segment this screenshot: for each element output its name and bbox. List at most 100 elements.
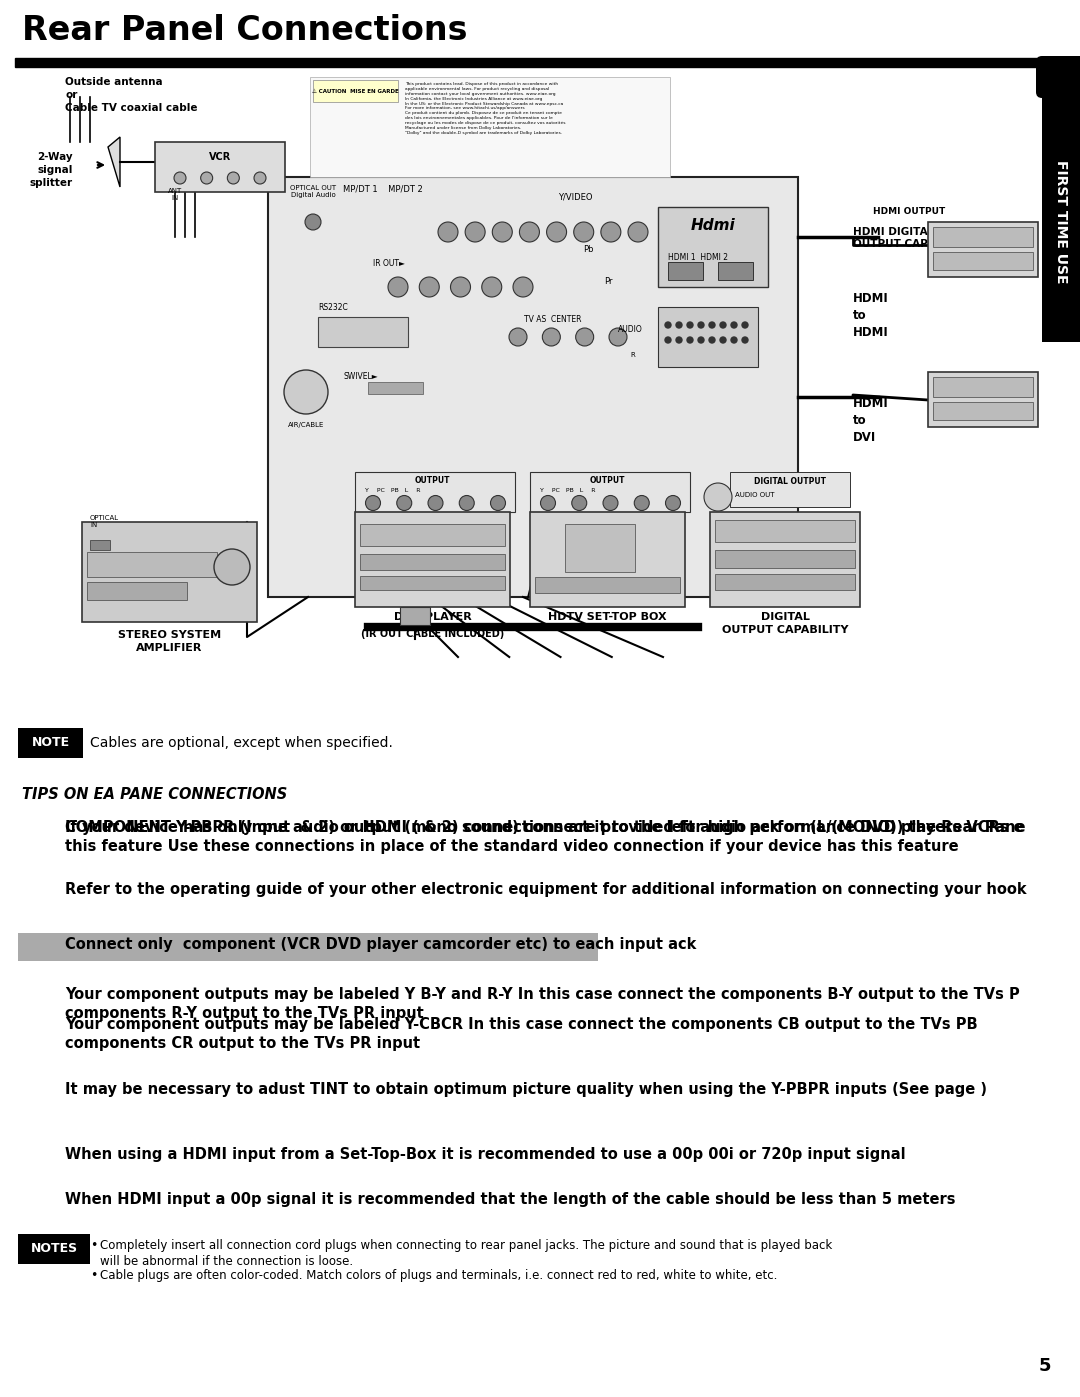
Circle shape: [687, 321, 693, 328]
Circle shape: [676, 337, 681, 344]
Bar: [928, 222, 1038, 277]
Circle shape: [742, 337, 748, 344]
Bar: [318, 317, 408, 346]
Circle shape: [519, 222, 539, 242]
Circle shape: [609, 328, 627, 346]
Bar: [933, 402, 1032, 420]
Bar: [15, 59, 1040, 67]
Text: AIR/CABLE: AIR/CABLE: [287, 422, 324, 427]
Text: Outside antenna
or
Cable TV coaxial cable: Outside antenna or Cable TV coaxial cabl…: [65, 77, 198, 113]
Circle shape: [546, 222, 567, 242]
Text: Your component outputs may be labeled Y B-Y and R-Y In this case connect the com: Your component outputs may be labeled Y …: [65, 988, 1020, 1021]
Text: When using a HDMI input from a Set-Top-Box it is recommended to use a 00p 00i or: When using a HDMI input from a Set-Top-B…: [65, 1147, 906, 1162]
Text: OUTPUT: OUTPUT: [590, 476, 625, 485]
Text: R: R: [631, 352, 635, 358]
Bar: [82, 522, 257, 622]
Circle shape: [482, 277, 502, 298]
Bar: [355, 511, 510, 608]
Bar: [535, 577, 680, 592]
Text: MP/DT 1    MP/DT 2: MP/DT 1 MP/DT 2: [343, 184, 423, 194]
Text: Hdmi: Hdmi: [690, 218, 735, 232]
Text: 2-Way
signal
splitter: 2-Way signal splitter: [30, 152, 73, 189]
Text: When HDMI input a 00p signal it is recommended that the length of the cable shou: When HDMI input a 00p signal it is recom…: [65, 1192, 956, 1207]
Bar: [313, 80, 399, 102]
Bar: [90, 541, 110, 550]
Circle shape: [201, 172, 213, 184]
Circle shape: [419, 277, 440, 298]
Text: Connect only  component (VCR DVD player camcorder etc) to each input ack: Connect only component (VCR DVD player c…: [65, 937, 697, 951]
Circle shape: [227, 172, 240, 184]
Text: DVD PLAYER: DVD PLAYER: [393, 612, 471, 622]
Text: Rear Panel Connections: Rear Panel Connections: [22, 14, 468, 47]
Circle shape: [576, 328, 594, 346]
Circle shape: [509, 328, 527, 346]
Bar: [933, 251, 1032, 270]
Bar: [730, 472, 850, 507]
Text: IR OUT►: IR OUT►: [373, 258, 405, 268]
Circle shape: [573, 222, 594, 242]
Bar: [360, 576, 505, 590]
Circle shape: [388, 277, 408, 298]
Text: 5: 5: [1039, 1356, 1051, 1375]
Bar: [710, 511, 860, 608]
Text: Refer to the operating guide of your other electronic equipment for additional i: Refer to the operating guide of your oth…: [65, 882, 1027, 897]
Circle shape: [627, 222, 648, 242]
Circle shape: [704, 483, 732, 511]
Text: Pb: Pb: [583, 244, 593, 254]
Bar: [360, 555, 505, 570]
Text: HDTV SET-TOP BOX: HDTV SET-TOP BOX: [549, 612, 666, 622]
Bar: [928, 372, 1038, 427]
Bar: [715, 520, 855, 542]
Text: Cable plugs are often color-coded. Match colors of plugs and terminals, i.e. con: Cable plugs are often color-coded. Match…: [100, 1268, 778, 1282]
Circle shape: [603, 496, 618, 510]
Text: Y    PC   PB   L    R: Y PC PB L R: [540, 488, 595, 493]
Text: HDMI 1  HDMI 2: HDMI 1 HDMI 2: [669, 253, 728, 261]
Text: COMPONENT Y-PBPR (Input  & 2) or HDMI ( & 2) connections are provided for high p: COMPONENT Y-PBPR (Input & 2) or HDMI ( &…: [65, 820, 1024, 854]
Circle shape: [542, 328, 561, 346]
Text: Your component outputs may be labeled Y-CBCR In this case connect the components: Your component outputs may be labeled Y-…: [65, 1017, 977, 1051]
Text: HDMI
to
HDMI: HDMI to HDMI: [853, 292, 889, 339]
Bar: [669, 263, 703, 279]
Text: Pr: Pr: [604, 277, 612, 286]
Text: OPTICAL
IN: OPTICAL IN: [90, 515, 119, 528]
Bar: [15, 67, 1035, 717]
Circle shape: [459, 496, 474, 510]
Polygon shape: [108, 137, 120, 187]
Bar: [18, 728, 83, 759]
Circle shape: [687, 337, 693, 344]
Text: NOTES: NOTES: [30, 1242, 78, 1256]
Bar: [355, 472, 515, 511]
Circle shape: [676, 321, 681, 328]
Text: TIPS ON EA PANE CONNECTIONS: TIPS ON EA PANE CONNECTIONS: [22, 787, 287, 802]
Text: HDMI DIGITAL
OUTPUT CAPABILITY: HDMI DIGITAL OUTPUT CAPABILITY: [853, 226, 972, 250]
Bar: [658, 307, 758, 367]
Text: NOTE: NOTE: [31, 736, 69, 750]
Bar: [87, 552, 217, 577]
Bar: [715, 550, 855, 569]
Text: This product contains lead. Dispose of this product in accordance with
applicabl: This product contains lead. Dispose of t…: [405, 82, 566, 136]
Text: TV AS  CENTER: TV AS CENTER: [524, 314, 582, 324]
Text: FIRST TIME USE: FIRST TIME USE: [1054, 161, 1068, 284]
Circle shape: [492, 222, 512, 242]
Text: VCR: VCR: [208, 152, 231, 162]
Text: Cables are optional, except when specified.: Cables are optional, except when specifi…: [90, 736, 393, 750]
Text: AUDIO OUT: AUDIO OUT: [735, 492, 774, 497]
Circle shape: [665, 337, 671, 344]
Text: SWIVEL►: SWIVEL►: [343, 372, 378, 381]
Bar: [1042, 77, 1080, 342]
FancyBboxPatch shape: [1036, 56, 1080, 98]
Circle shape: [665, 321, 671, 328]
Circle shape: [698, 337, 704, 344]
Bar: [360, 524, 505, 546]
Bar: [565, 524, 635, 571]
Text: It may be necessary to adust TINT to obtain optimum picture quality when using t: It may be necessary to adust TINT to obt…: [65, 1083, 987, 1097]
Circle shape: [450, 277, 471, 298]
Circle shape: [428, 496, 443, 510]
Circle shape: [720, 337, 726, 344]
Circle shape: [540, 496, 555, 510]
Bar: [530, 511, 685, 608]
Circle shape: [600, 222, 621, 242]
Bar: [310, 77, 670, 177]
Text: OPTICAL OUT
Digital Audio: OPTICAL OUT Digital Audio: [289, 184, 336, 198]
Circle shape: [698, 321, 704, 328]
